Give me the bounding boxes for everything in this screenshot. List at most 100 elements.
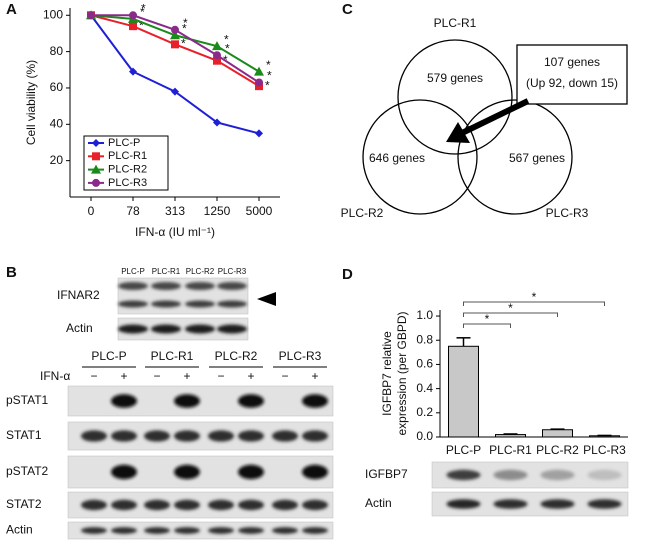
panel-label: A: [6, 1, 17, 18]
significance: *: [139, 18, 144, 32]
blot-band: [174, 499, 200, 511]
treatment-mark: +: [247, 369, 254, 383]
row-label: pSTAT2: [6, 464, 49, 478]
y-tick-label: 100: [43, 7, 63, 21]
blot-background: [67, 385, 334, 417]
venn-circle: [397, 39, 513, 155]
blot-band: [118, 300, 148, 308]
significance: *: [265, 78, 270, 92]
blot-band: [272, 527, 298, 534]
row-label: Actin: [365, 496, 392, 510]
x-tick-label: 78: [126, 204, 140, 218]
venn-circle: [362, 99, 478, 215]
blot-band: [208, 499, 234, 511]
significance: *: [140, 5, 145, 19]
x-tick-label: PLC-P: [446, 443, 481, 457]
x-tick-label: PLC-R2: [536, 443, 579, 457]
blot-band: [302, 499, 328, 511]
blot-band: [111, 430, 137, 442]
callout-box: [516, 44, 628, 105]
venn-count: 646 genes: [369, 151, 425, 165]
marker: [171, 25, 179, 34]
callout-text: 107 genes: [544, 55, 600, 69]
x-tick-label: 1250: [204, 204, 231, 218]
x-axis-label: IFN-α (IU ml⁻¹): [135, 225, 215, 239]
y-tick-label: 0.6: [416, 357, 433, 371]
blot-band: [587, 469, 622, 481]
blot-background: [67, 455, 334, 489]
venn-circle: [457, 99, 573, 215]
blot-band: [111, 527, 137, 534]
x-tick-label: PLC-R1: [489, 443, 532, 457]
venn-set-name: PLC-R3: [546, 206, 589, 220]
blot-band: [540, 499, 575, 509]
treatment-mark: +: [311, 369, 318, 383]
group-label: PLC-R3: [279, 349, 322, 363]
blot-band: [208, 430, 234, 442]
blot-band: [272, 499, 298, 511]
marker: [171, 87, 179, 96]
treatment-mark: −: [90, 369, 97, 383]
legend-label: PLC-P: [108, 137, 140, 149]
panel-label: D: [342, 266, 353, 283]
marker: [213, 118, 221, 127]
treatment-label: IFN-α: [40, 369, 70, 383]
blot-band: [81, 430, 107, 442]
row-label: IFNAR2: [57, 288, 100, 302]
blot-band: [238, 464, 264, 480]
blot-band: [208, 527, 234, 534]
blot-band: [151, 282, 181, 290]
marker: [254, 66, 264, 76]
legend-marker: [91, 164, 101, 174]
marker: [213, 56, 221, 65]
blot-band: [174, 464, 200, 480]
panel-label: C: [342, 1, 353, 18]
blot-band: [446, 469, 481, 481]
x-tick-label: 5000: [246, 204, 273, 218]
y-tick-label: 0.8: [416, 332, 433, 346]
treatment-mark: −: [153, 369, 160, 383]
y-axis-label: expression (per GBPD): [395, 311, 409, 435]
blot-band: [174, 430, 200, 442]
marker: [129, 67, 137, 76]
comparison-label: *: [485, 312, 490, 326]
blot-band: [493, 469, 528, 481]
y-tick-label: 0.4: [416, 381, 433, 395]
y-tick-label: 60: [50, 80, 64, 94]
significance: *: [181, 37, 186, 51]
blot-band: [174, 394, 200, 408]
marker: [87, 11, 95, 20]
comparison-bracket: [463, 301, 605, 306]
comparison-bracket: [463, 323, 511, 328]
blot-band: [185, 282, 215, 290]
treatment-mark: −: [217, 369, 224, 383]
blot-band: [111, 464, 137, 480]
x-tick-label: 0: [88, 204, 95, 218]
comparison-bracket: [463, 312, 558, 317]
comparison-label: *: [532, 290, 537, 304]
column-label: PLC-R2: [186, 267, 215, 276]
treatment-mark: +: [183, 369, 190, 383]
y-tick-label: 0.0: [416, 429, 433, 443]
legend-marker: [92, 152, 100, 161]
blot-band: [238, 527, 264, 534]
row-label: STAT2: [6, 497, 42, 511]
marker: [212, 41, 222, 51]
callout-arrowhead: [446, 122, 470, 143]
legend-marker: [92, 139, 100, 147]
blot-band: [446, 499, 481, 509]
legend-marker: [92, 178, 100, 187]
blot-background: [67, 521, 334, 540]
y-axis-label: IGFBP7 relative: [380, 331, 394, 416]
row-label: STAT1: [6, 428, 42, 442]
row-label: Actin: [6, 523, 33, 537]
blot-band: [118, 282, 148, 290]
marker: [129, 22, 137, 31]
column-label: PLC-R1: [152, 267, 181, 276]
blot-band: [302, 394, 328, 408]
row-label: Actin: [66, 321, 93, 335]
column-label: PLC-P: [121, 267, 145, 276]
bar: [542, 429, 573, 438]
row-label: IGFBP7: [365, 467, 408, 481]
blot-band: [174, 527, 200, 534]
